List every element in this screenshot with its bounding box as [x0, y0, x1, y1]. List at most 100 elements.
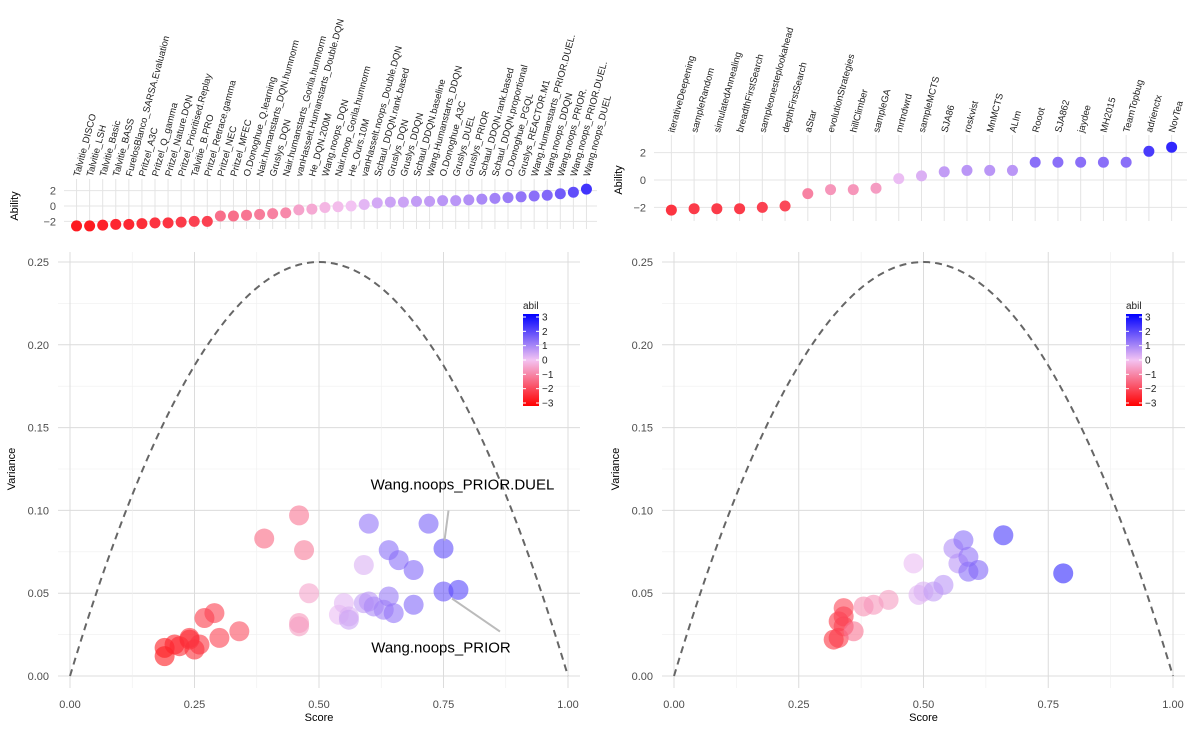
annotation-leader: [451, 597, 501, 633]
ability-point: [756, 201, 768, 213]
strip-item-label: roskvist: [962, 99, 981, 133]
data-point: [338, 609, 359, 630]
data-point: [353, 555, 374, 576]
data-point: [294, 540, 315, 561]
data-point: [1053, 563, 1074, 584]
ability-point: [515, 191, 527, 203]
ability-point: [97, 219, 109, 231]
strip-item-label: Rooot: [1030, 106, 1047, 134]
ability-point: [847, 184, 859, 196]
ability-point: [938, 166, 950, 178]
strip-y-tick-label: 0: [50, 201, 56, 213]
ability-point: [476, 193, 488, 205]
data-point: [843, 621, 864, 642]
variance-curve: [69, 260, 569, 677]
data-point: [968, 560, 989, 581]
strip-y-tick-label: −2: [633, 202, 646, 214]
ability-point: [870, 182, 882, 194]
x-tick-label: 0.50: [913, 699, 934, 711]
ability-point: [1029, 156, 1041, 168]
panel-right: 0.00 0.25 0.50 0.75 1.00 0.00 0.05 0.10 0.15 0.20…: [610, 26, 1187, 724]
strip-item-label: mrtndwrd: [894, 93, 915, 134]
strip-item-label: hillClimber: [849, 88, 871, 134]
strip-y-axis-title: Ability: [9, 191, 21, 221]
ability-point: [358, 198, 370, 210]
y-tick-label: 0.00: [28, 671, 49, 683]
legend-tick-label: −3: [542, 399, 554, 410]
strip-y-tick-label: −2: [43, 216, 56, 228]
ability-point: [1075, 156, 1087, 168]
y-axis-title: Variance: [610, 448, 622, 491]
annotation-label: Wang.noops_PRIOR.DUEL: [371, 476, 555, 493]
ability-point: [463, 194, 475, 206]
x-tick-label: 0.25: [184, 699, 205, 711]
legend-tick-label: −1: [542, 370, 554, 381]
ability-point: [688, 203, 700, 215]
strip-item-label: SJA862: [1053, 99, 1072, 134]
legend-tick-label: 1: [1145, 341, 1151, 352]
strip-item-label: sampleGA: [871, 87, 893, 133]
x-tick-label: 0.00: [59, 699, 80, 711]
ability-point: [1120, 156, 1132, 168]
strip-item-label: NovTea: [1167, 99, 1186, 134]
data-point: [289, 616, 310, 637]
strip-y-axis-title: Ability: [613, 165, 625, 195]
y-tick-label: 0.05: [632, 588, 653, 600]
data-point: [358, 513, 379, 534]
x-tick-label: 0.75: [433, 699, 454, 711]
legend-tick-label: −3: [1145, 399, 1157, 410]
x-tick-label: 0.50: [308, 699, 329, 711]
ability-point: [319, 202, 331, 214]
x-axis-title: Score: [909, 712, 938, 724]
ability-point: [1143, 145, 1155, 157]
legend-colorbar: [1126, 314, 1142, 406]
data-point: [433, 581, 454, 602]
data-point: [993, 525, 1014, 546]
legend-tick-label: −2: [1145, 384, 1157, 395]
ability-point: [450, 195, 462, 207]
ability-point: [984, 164, 996, 176]
panel-left: 0.00 0.25 0.50 0.75 1.00 0.00 0.05 0.10 0.15 0.20…: [6, 18, 614, 724]
ability-strip: 20−2AbilityiterativeDeepeningsampleRando…: [613, 26, 1187, 221]
annotation-label: Wang.noops_PRIOR: [371, 640, 511, 657]
data-point: [448, 579, 469, 600]
strip-y-tick-label: 0: [640, 175, 646, 187]
ability-point: [345, 200, 357, 212]
legend-tick-label: −1: [1145, 370, 1157, 381]
legend-tick-label: 3: [542, 313, 548, 324]
ability-point: [254, 208, 266, 220]
y-axis-title: Variance: [6, 448, 18, 491]
x-tick-label: 0.00: [663, 699, 684, 711]
x-tick-label: 0.75: [1038, 699, 1059, 711]
data-point: [878, 589, 899, 610]
ability-point: [136, 218, 148, 230]
data-point: [903, 553, 924, 574]
ability-point: [554, 188, 566, 200]
y-tick-label: 0.25: [28, 257, 49, 269]
ability-point: [1166, 141, 1178, 153]
grid: [662, 252, 1185, 688]
ability-point: [149, 217, 161, 229]
ability-point: [825, 184, 837, 196]
y-tick-label: 0.10: [28, 505, 49, 517]
strip-item-label: jaydee: [1076, 104, 1094, 135]
y-tick-label: 0.10: [632, 505, 653, 517]
ability-point: [71, 220, 83, 232]
y-tick-label: 0.20: [28, 340, 49, 352]
ability-point: [802, 188, 814, 200]
y-tick-label: 0.15: [632, 423, 653, 435]
ability-point: [227, 210, 239, 222]
grid: [58, 252, 580, 688]
legend-tick-label: 0: [542, 356, 548, 367]
data-point: [833, 598, 854, 619]
y-tick-label: 0.15: [28, 423, 49, 435]
ability-point: [916, 170, 927, 182]
ability-point: [397, 196, 409, 208]
ability-point: [410, 195, 422, 207]
ability-point: [123, 218, 135, 230]
strip-item-label: adrienctx: [1144, 93, 1165, 133]
strip-item-label: sampleMCTS: [917, 75, 943, 133]
